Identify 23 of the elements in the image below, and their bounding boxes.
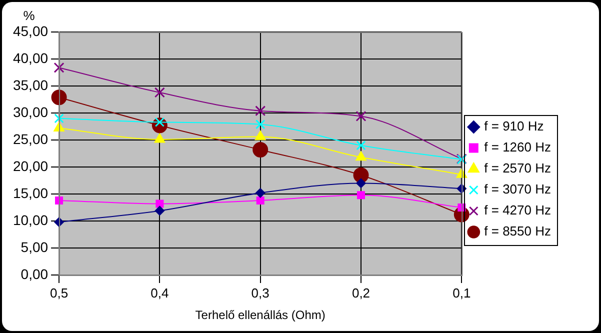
legend-label: f = 4270 Hz <box>484 202 552 218</box>
x-tick-label: 0,3 <box>251 285 270 300</box>
y-tick-label: 20,00 <box>12 158 48 174</box>
legend-label: f = 2570 Hz <box>484 160 552 176</box>
y-tick-label: 15,00 <box>12 184 48 201</box>
y-tick-label: 25,00 <box>12 130 48 147</box>
x-tick-label: 0,2 <box>352 285 370 300</box>
legend-label: f = 1260 Hz <box>484 140 552 155</box>
x-tick-label: 0,1 <box>452 285 471 300</box>
y-tick-label: 45,00 <box>12 22 48 39</box>
y-tick-label: 30,00 <box>12 104 48 120</box>
legend-label: f = 3070 Hz <box>484 182 552 197</box>
legend-label: f = 8550 Hz <box>484 224 552 239</box>
y-tick-label: 0,00 <box>20 266 48 282</box>
y-tick-label: 40,00 <box>12 50 48 66</box>
y-tick-label: 35,00 <box>12 76 48 93</box>
x-axis-title: Terhelő ellenállás (Ohm) <box>195 308 326 322</box>
x-tick-label: 0,4 <box>150 285 169 300</box>
y-tick-label: 10,00 <box>12 212 48 228</box>
legend-label: f = 910 Hz <box>484 118 544 134</box>
x-tick-label: 0,5 <box>50 285 68 300</box>
y-tick-label: 5,00 <box>20 238 48 255</box>
y-axis-title: % <box>23 8 36 23</box>
